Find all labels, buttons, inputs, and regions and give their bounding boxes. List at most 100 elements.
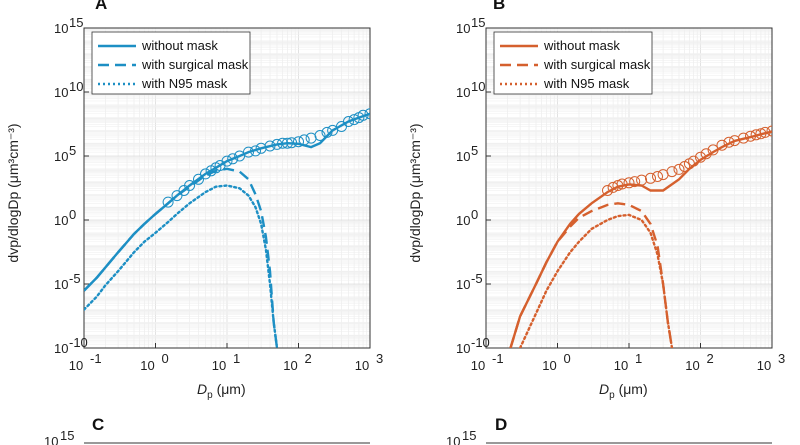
x-tick-label: 10	[69, 358, 83, 373]
data-point-circle	[716, 139, 728, 151]
y-tick-label: 10	[54, 341, 68, 356]
legend-label: with N95 mask	[543, 76, 630, 91]
panel-letter-c: C	[92, 415, 104, 434]
data-point-circle	[602, 185, 613, 196]
y-axis-title: dvp/dlogDp (μm³cm⁻³)	[407, 123, 423, 262]
data-point-circle	[364, 108, 370, 120]
y-tick-label-exp: -10	[471, 335, 490, 350]
data-point-circle	[250, 145, 261, 157]
data-point-circle	[184, 180, 196, 191]
data-point-circle	[707, 144, 719, 156]
x-tick-label: 10	[542, 358, 556, 373]
x-tick-label: 10	[614, 358, 628, 373]
x-tick-label: 10	[140, 358, 154, 373]
data-point-circle	[695, 151, 706, 163]
data-point-circle	[193, 173, 204, 185]
y-tick-label-exp: -5	[69, 271, 81, 286]
data-point-circle	[623, 177, 635, 189]
y-tick-label: 10	[456, 213, 470, 228]
data-point-circle	[271, 138, 283, 150]
panel-letter-b: B	[493, 0, 505, 13]
x-tick-label-exp: 3	[778, 351, 785, 366]
y-tick-label-exp: 10	[69, 79, 83, 94]
series-line-dashed	[509, 202, 674, 348]
data-point-circle	[357, 109, 369, 121]
x-tick-label: 10	[212, 358, 226, 373]
y-tick-label-exp: -5	[471, 271, 483, 286]
y-tick-label: 10	[54, 21, 68, 36]
legend-a: without mask with surgical mask with N95 m…	[91, 31, 251, 95]
data-point-circle	[221, 155, 233, 167]
series-group-a	[84, 108, 370, 348]
panel-letter-a: A	[95, 0, 107, 13]
data-point-circle	[314, 130, 326, 141]
data-point-circle	[200, 168, 211, 180]
y-tick-label: 10	[54, 277, 68, 292]
x-tick-label: 10	[355, 358, 369, 373]
y-tick-label-exp: 5	[69, 143, 76, 158]
data-point-circle	[616, 178, 628, 190]
y-tick-label: 10	[54, 213, 68, 228]
data-point-circle	[293, 136, 304, 148]
y-tick-label: 10	[456, 277, 470, 292]
legend-label: with surgical mask	[543, 57, 651, 72]
panel-c-partial-y-tick: 10	[44, 434, 58, 445]
y-tick-label: 10	[456, 341, 470, 356]
legend-b: without mask with surgical mask with N95 m…	[493, 31, 653, 95]
data-point-circle	[234, 150, 246, 162]
series-line-dotted	[84, 184, 279, 348]
data-point-circle	[673, 163, 685, 175]
x-tick-label-exp: 2	[707, 351, 714, 366]
y-tick-label-exp: 5	[471, 143, 478, 158]
data-point-circle	[645, 172, 656, 184]
panel-d-partial-y-tick: 10	[446, 434, 460, 445]
series-group-b	[509, 125, 772, 348]
panel-d-partial-axis: 10 15	[446, 428, 772, 445]
x-tick-label: 10	[283, 358, 297, 373]
data-point-circle	[759, 126, 771, 138]
data-point-circle	[700, 148, 712, 160]
x-tick-label-exp: -1	[492, 351, 504, 366]
x-tick-label-exp: 1	[635, 351, 642, 366]
y-axis-title: dvp/dlogDp (μm³cm⁻³)	[5, 123, 21, 262]
data-point-circle	[723, 136, 735, 148]
data-point-circle	[766, 125, 772, 137]
y-tick-label: 10	[54, 149, 68, 164]
x-axis-title: Dp (μm)	[599, 381, 648, 401]
y-tick-label: 10	[54, 85, 68, 100]
data-point-circle	[755, 128, 767, 140]
data-point-circle	[688, 155, 700, 167]
y-tick-label-exp: -10	[69, 335, 88, 350]
data-point-circle	[745, 130, 756, 142]
legend-label: with N95 mask	[141, 76, 228, 91]
data-point-circle	[738, 132, 749, 144]
data-point-circle	[286, 137, 298, 149]
x-tick-label-exp: 0	[162, 351, 169, 366]
x-tick-label: 10	[757, 358, 771, 373]
data-point-circle	[327, 124, 339, 136]
y-tick-label-exp: 15	[69, 15, 83, 30]
panel-d-partial-y-tick-exp: 15	[462, 428, 476, 443]
x-tick-label-exp: 2	[305, 351, 312, 366]
data-point-circle	[652, 171, 663, 182]
x-axis-title: Dp (μm)	[197, 381, 246, 401]
series-line-dashed	[84, 167, 279, 348]
x-tick-label-exp: 0	[564, 351, 571, 366]
data-point-circle	[277, 137, 289, 149]
panel-c-partial-y-tick-exp: 15	[60, 428, 74, 443]
x-tick-label: 10	[685, 358, 699, 373]
data-point-circle	[264, 140, 276, 152]
legend-label: without mask	[141, 38, 218, 53]
legend-label: without mask	[543, 38, 620, 53]
x-tick-label-exp: -1	[90, 351, 102, 366]
x-tick-label-exp: 1	[233, 351, 240, 366]
data-point-circle	[636, 174, 648, 186]
data-point-circle	[281, 137, 293, 149]
y-tick-label: 10	[456, 149, 470, 164]
panel-letter-d: D	[495, 415, 507, 434]
x-tick-label: 10	[471, 358, 485, 373]
legend-label: with surgical mask	[141, 57, 249, 72]
